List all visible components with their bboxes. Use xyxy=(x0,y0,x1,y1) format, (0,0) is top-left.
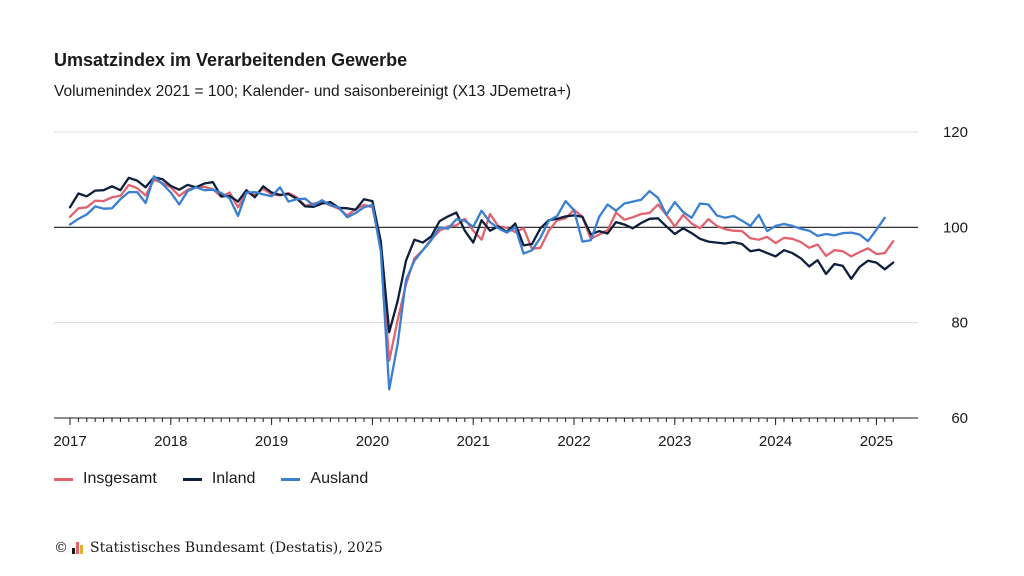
source-credit: © Statistisches Bundesamt (Destatis), 20… xyxy=(54,540,383,556)
chart-subtitle: Volumenindex 2021 = 100; Kalender- und s… xyxy=(54,83,571,100)
x-tick-label: 2025 xyxy=(860,433,893,450)
y-tick-label: 100 xyxy=(943,219,968,236)
x-tick-label: 2018 xyxy=(154,433,187,450)
x-tick-label: 2024 xyxy=(759,433,792,450)
legend-swatch-insgesamt xyxy=(54,477,73,481)
x-tick-label: 2020 xyxy=(356,433,389,450)
series-line-insgesamt xyxy=(68,178,895,362)
y-axis-ticks: 60 80 100 120 xyxy=(943,124,968,427)
y-tick-label: 120 xyxy=(943,124,968,141)
destatis-logo-icon xyxy=(72,542,83,554)
source-text: Statistisches Bundesamt (Destatis), 2025 xyxy=(90,540,383,556)
x-tick-label: 2022 xyxy=(557,433,590,450)
series-line-inland xyxy=(68,176,895,334)
legend-swatch-inland xyxy=(182,477,202,481)
legend-swatch-ausland xyxy=(281,477,301,481)
legend-label-inland: Inland xyxy=(211,470,256,487)
x-tick-label: 2017 xyxy=(53,433,86,450)
x-axis: 2017 2018 2019 2020 2021 2022 2023 2024 2025 xyxy=(53,418,894,450)
chart-title: Umsatzindex im Verarbeitenden Gewerbe xyxy=(54,50,408,70)
y-tick-label: 80 xyxy=(951,315,968,332)
x-tick-label: 2023 xyxy=(658,433,691,450)
legend-item-ausland[interactable]: Ausland xyxy=(281,470,368,488)
series-lines xyxy=(68,175,895,391)
legend: Insgesamt Inland Ausland xyxy=(54,470,368,488)
x-tick-label: 2021 xyxy=(457,433,490,450)
legend-label-ausland: Ausland xyxy=(310,470,369,487)
legend-item-insgesamt[interactable]: Insgesamt xyxy=(54,470,157,488)
x-tick-label: 2019 xyxy=(255,433,288,450)
legend-label-insgesamt: Insgesamt xyxy=(83,470,157,487)
y-tick-label: 60 xyxy=(951,410,968,427)
copyright-symbol: © xyxy=(54,540,68,556)
legend-item-inland[interactable]: Inland xyxy=(182,470,256,488)
gridlines xyxy=(54,131,918,419)
series-line-ausland xyxy=(68,175,886,391)
